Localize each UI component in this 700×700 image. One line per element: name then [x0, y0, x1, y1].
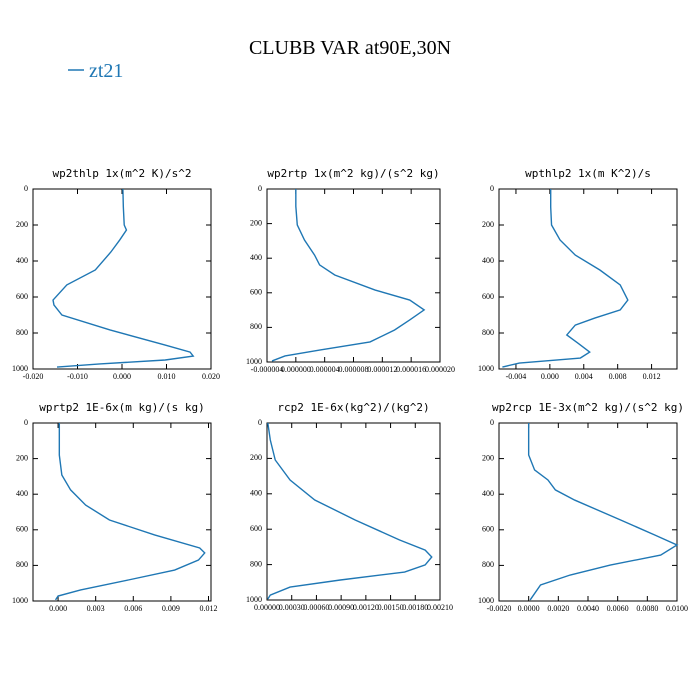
y-tick-label: 1000 — [478, 364, 494, 373]
y-tick-label: 0 — [258, 418, 262, 427]
x-tick-label: 0.000012 — [367, 365, 397, 374]
plot-frame — [32, 422, 212, 602]
y-tick-label: 800 — [16, 560, 28, 569]
y-tick-label: 600 — [482, 292, 494, 301]
x-tick-label: 0.000 — [113, 372, 131, 381]
figure-title: CLUBB VAR at90E,30N — [249, 37, 451, 59]
y-tick-label: 1000 — [478, 596, 494, 605]
x-tick-label: 0.012 — [643, 372, 661, 381]
y-tick-label: 600 — [482, 525, 494, 534]
y-tick-label: 400 — [250, 489, 262, 498]
y-tick-label: 200 — [482, 453, 494, 462]
panel-title: wp2thlp 1x(m^2 K)/s^2 — [52, 167, 191, 180]
panel-title: wp2rtp 1x(m^2 kg)/(s^2 kg) — [267, 167, 439, 180]
panel-title: wpthlp2 1x(m K^2)/s — [525, 167, 651, 180]
y-tick-label: 200 — [482, 220, 494, 229]
x-tick-label: -0.020 — [23, 372, 44, 381]
y-tick-label: 200 — [250, 453, 262, 462]
y-tick-label: 200 — [16, 453, 28, 462]
x-tick-label: 0.006 — [124, 604, 142, 613]
y-tick-label: 800 — [250, 559, 262, 568]
y-tick-label: 600 — [250, 524, 262, 533]
x-tick-label: 0.00120 — [353, 603, 379, 612]
x-tick-label: 0.000 — [541, 372, 559, 381]
y-tick-label: 0 — [490, 184, 494, 193]
profile-line — [52, 188, 195, 368]
x-tick-label: 0.00030 — [279, 603, 305, 612]
x-tick-label: 0.0080 — [636, 604, 658, 613]
profile-line — [502, 189, 629, 368]
x-tick-label: 0.020 — [202, 372, 220, 381]
x-tick-label: -0.010 — [67, 372, 88, 381]
y-tick-label: 400 — [482, 489, 494, 498]
y-tick-label: 800 — [250, 322, 262, 331]
legend-label: zt21 — [89, 60, 123, 82]
x-tick-label: 0.000000 — [281, 365, 311, 374]
y-tick-label: 0 — [24, 184, 28, 193]
y-tick-label: 400 — [16, 489, 28, 498]
profile-line — [527, 423, 679, 601]
x-tick-label: 0.00060 — [303, 603, 329, 612]
x-tick-label: 0.0040 — [577, 604, 599, 613]
panel-title: wp2rcp 1E-3x(m^2 kg)/(s^2 kg) — [492, 401, 684, 414]
x-tick-label: 0.000016 — [396, 365, 426, 374]
x-tick-label: 0.010 — [158, 372, 176, 381]
y-tick-label: 400 — [482, 256, 494, 265]
y-tick-label: 800 — [16, 328, 28, 337]
y-tick-label: 1000 — [12, 364, 28, 373]
x-tick-label: 0.000008 — [339, 365, 369, 374]
y-tick-label: 1000 — [246, 595, 262, 604]
y-tick-label: 200 — [16, 220, 28, 229]
x-tick-label: 0.00180 — [402, 603, 428, 612]
x-tick-label: 0.0020 — [547, 604, 569, 613]
y-tick-label: 400 — [16, 256, 28, 265]
x-tick-label: 0.0000 — [518, 604, 540, 613]
x-tick-label: 0.012 — [199, 604, 217, 613]
profile-line — [267, 422, 433, 600]
y-tick-label: 400 — [250, 253, 262, 262]
y-tick-label: 1000 — [246, 357, 262, 366]
y-tick-label: 0 — [490, 418, 494, 427]
x-tick-label: -0.000004 — [251, 365, 284, 374]
profile-line — [271, 189, 426, 362]
panel-title: rcp2 1E-6x(kg^2)/(kg^2) — [277, 401, 429, 414]
y-tick-label: 0 — [24, 418, 28, 427]
x-tick-label: 0.0060 — [607, 604, 629, 613]
x-tick-label: 0.000004 — [310, 365, 340, 374]
y-tick-label: 200 — [250, 218, 262, 227]
x-tick-label: 0.00150 — [378, 603, 404, 612]
y-tick-label: 600 — [250, 288, 262, 297]
x-tick-label: 0.009 — [162, 604, 180, 613]
y-tick-label: 800 — [482, 560, 494, 569]
plot-frame — [498, 188, 678, 370]
y-tick-label: 600 — [16, 292, 28, 301]
x-tick-label: 0.00090 — [328, 603, 354, 612]
y-tick-label: 1000 — [12, 596, 28, 605]
x-tick-label: 0.000020 — [425, 365, 455, 374]
y-tick-label: 600 — [16, 525, 28, 534]
x-tick-label: -0.0020 — [487, 604, 512, 613]
x-tick-label: 0.008 — [609, 372, 627, 381]
x-tick-label: 0.00210 — [427, 603, 453, 612]
plot-frame — [266, 422, 441, 601]
panel-title: wprtp2 1E-6x(m kg)/(s kg) — [39, 401, 205, 414]
y-tick-label: 800 — [482, 328, 494, 337]
x-tick-label: 0.0100 — [666, 604, 688, 613]
x-tick-label: 0.003 — [87, 604, 105, 613]
x-tick-label: 0.004 — [575, 372, 593, 381]
x-tick-label: -0.004 — [506, 372, 527, 381]
y-tick-label: 0 — [258, 184, 262, 193]
profile-line — [54, 423, 206, 601]
x-tick-label: 0.00000 — [254, 603, 280, 612]
x-tick-label: 0.000 — [49, 604, 67, 613]
